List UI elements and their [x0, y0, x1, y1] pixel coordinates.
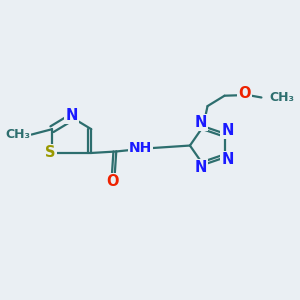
- Text: O: O: [106, 174, 119, 189]
- Text: S: S: [45, 146, 56, 160]
- Text: NH: NH: [129, 141, 152, 154]
- Text: N: N: [195, 160, 207, 175]
- Text: N: N: [221, 123, 234, 138]
- Text: O: O: [238, 86, 251, 101]
- Text: CH₃: CH₃: [269, 91, 294, 104]
- Text: CH₃: CH₃: [5, 128, 30, 141]
- Text: N: N: [195, 115, 207, 130]
- Text: N: N: [221, 152, 234, 167]
- Text: N: N: [65, 108, 78, 123]
